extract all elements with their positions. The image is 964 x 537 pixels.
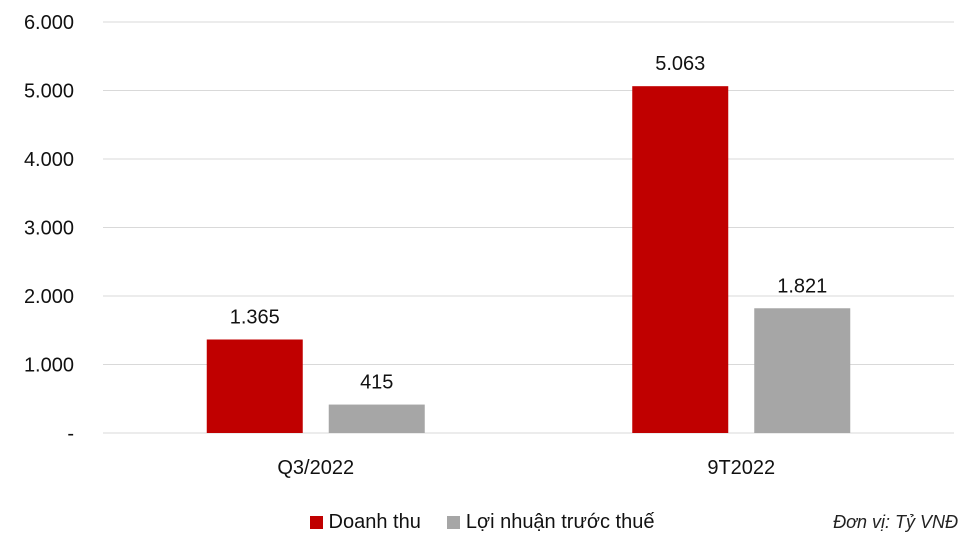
legend-label-doanh-thu: Doanh thu: [328, 510, 421, 533]
data-label: 1.365: [230, 306, 280, 328]
legend-swatch-doanh-thu: [309, 515, 323, 529]
y-tick-label: -: [67, 423, 74, 445]
x-tick-label: 9T2022: [707, 457, 775, 479]
legend-item-loi-nhuan: Lợi nhuận trước thuế: [446, 510, 655, 534]
bars: 1.365 415 5.063 1.821: [206, 53, 851, 433]
y-tick-label: 1.000: [24, 355, 74, 377]
unit-note: Đơn vị: Tỷ VNĐ: [833, 512, 958, 532]
x-axis: Q3/2022 9T2022: [277, 457, 775, 479]
legend-label-loi-nhuan: Lợi nhuận trước thuế: [465, 510, 655, 533]
bar: [328, 404, 425, 433]
data-label: 5.063: [655, 53, 705, 75]
y-tick-label: 4.000: [24, 149, 74, 171]
bar-chart: - 1.000 2.000 3.000 4.000 5.000 6.000 1.365 415…: [24, 12, 954, 479]
bar: [754, 308, 851, 433]
legend: Doanh thu Lợi nhuận trước thuế: [0, 508, 964, 536]
bar: [632, 86, 729, 433]
legend-item-doanh-thu: Doanh thu: [309, 510, 421, 534]
bar: [206, 339, 303, 433]
x-tick-label: Q3/2022: [277, 457, 354, 479]
y-tick-label: 3.000: [24, 218, 74, 240]
data-label: 1.821: [777, 275, 827, 297]
data-label: 415: [360, 372, 393, 394]
y-tick-label: 6.000: [24, 12, 74, 34]
y-tick-label: 2.000: [24, 286, 74, 308]
y-tick-label: 5.000: [24, 81, 74, 103]
y-axis: - 1.000 2.000 3.000 4.000 5.000 6.000: [24, 12, 74, 445]
legend-swatch-loi-nhuan: [446, 515, 460, 529]
